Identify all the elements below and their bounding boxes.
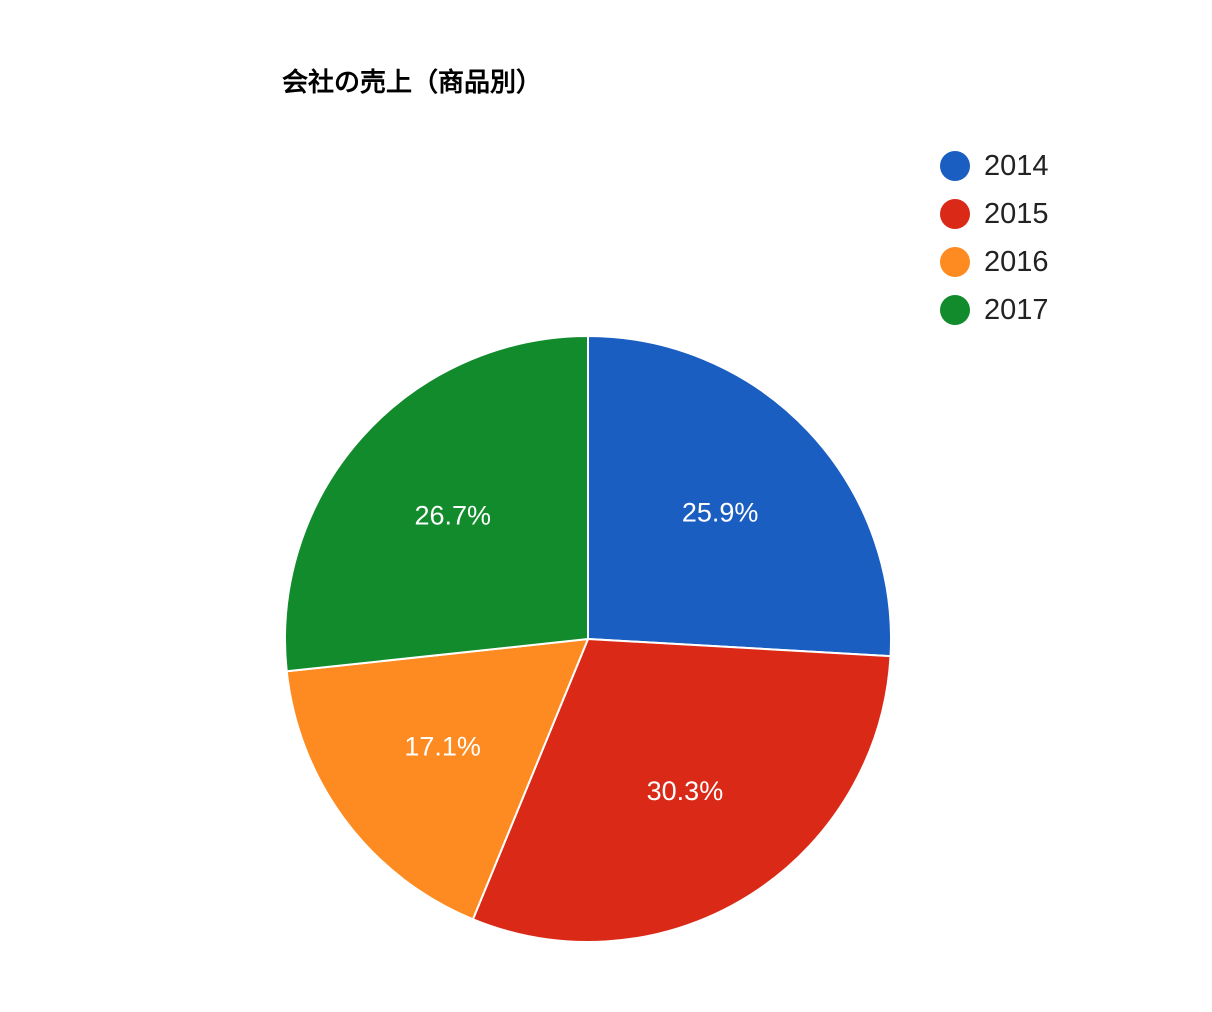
legend-swatch-2016: [940, 247, 970, 277]
pie-slice-2016[interactable]: [285, 638, 589, 921]
chart-title: 会社の売上（商品別）: [282, 68, 543, 98]
legend-label-2015: 2015: [984, 197, 1049, 230]
legend-label-2017: 2017: [984, 293, 1049, 326]
legend-item-2014[interactable]: 2014: [940, 142, 1049, 190]
pie-slices: [284, 335, 892, 943]
pie-slice-2015[interactable]: [471, 638, 892, 943]
legend-item-2016[interactable]: 2016: [940, 238, 1049, 286]
legend-swatch-2014: [940, 151, 970, 181]
pie-value-labels: 25.9% 30.3% 17.1% 26.7%: [404, 497, 758, 806]
legend-label-2014: 2014: [984, 149, 1049, 182]
pie-label-2015: 30.3%: [647, 776, 724, 806]
chart-legend: 2014 2015 2016 2017: [940, 142, 1049, 334]
legend-item-2017[interactable]: 2017: [940, 286, 1049, 334]
legend-swatch-2015: [940, 199, 970, 229]
pie-label-2017: 26.7%: [414, 501, 491, 531]
pie-slice-2017[interactable]: [284, 335, 589, 673]
pie-label-2016: 17.1%: [404, 731, 481, 761]
legend-label-2016: 2016: [984, 245, 1049, 278]
pie-slice-2014[interactable]: [587, 335, 892, 658]
legend-swatch-2017: [940, 295, 970, 325]
pie-label-2014: 25.9%: [682, 497, 759, 527]
legend-item-2015[interactable]: 2015: [940, 190, 1049, 238]
